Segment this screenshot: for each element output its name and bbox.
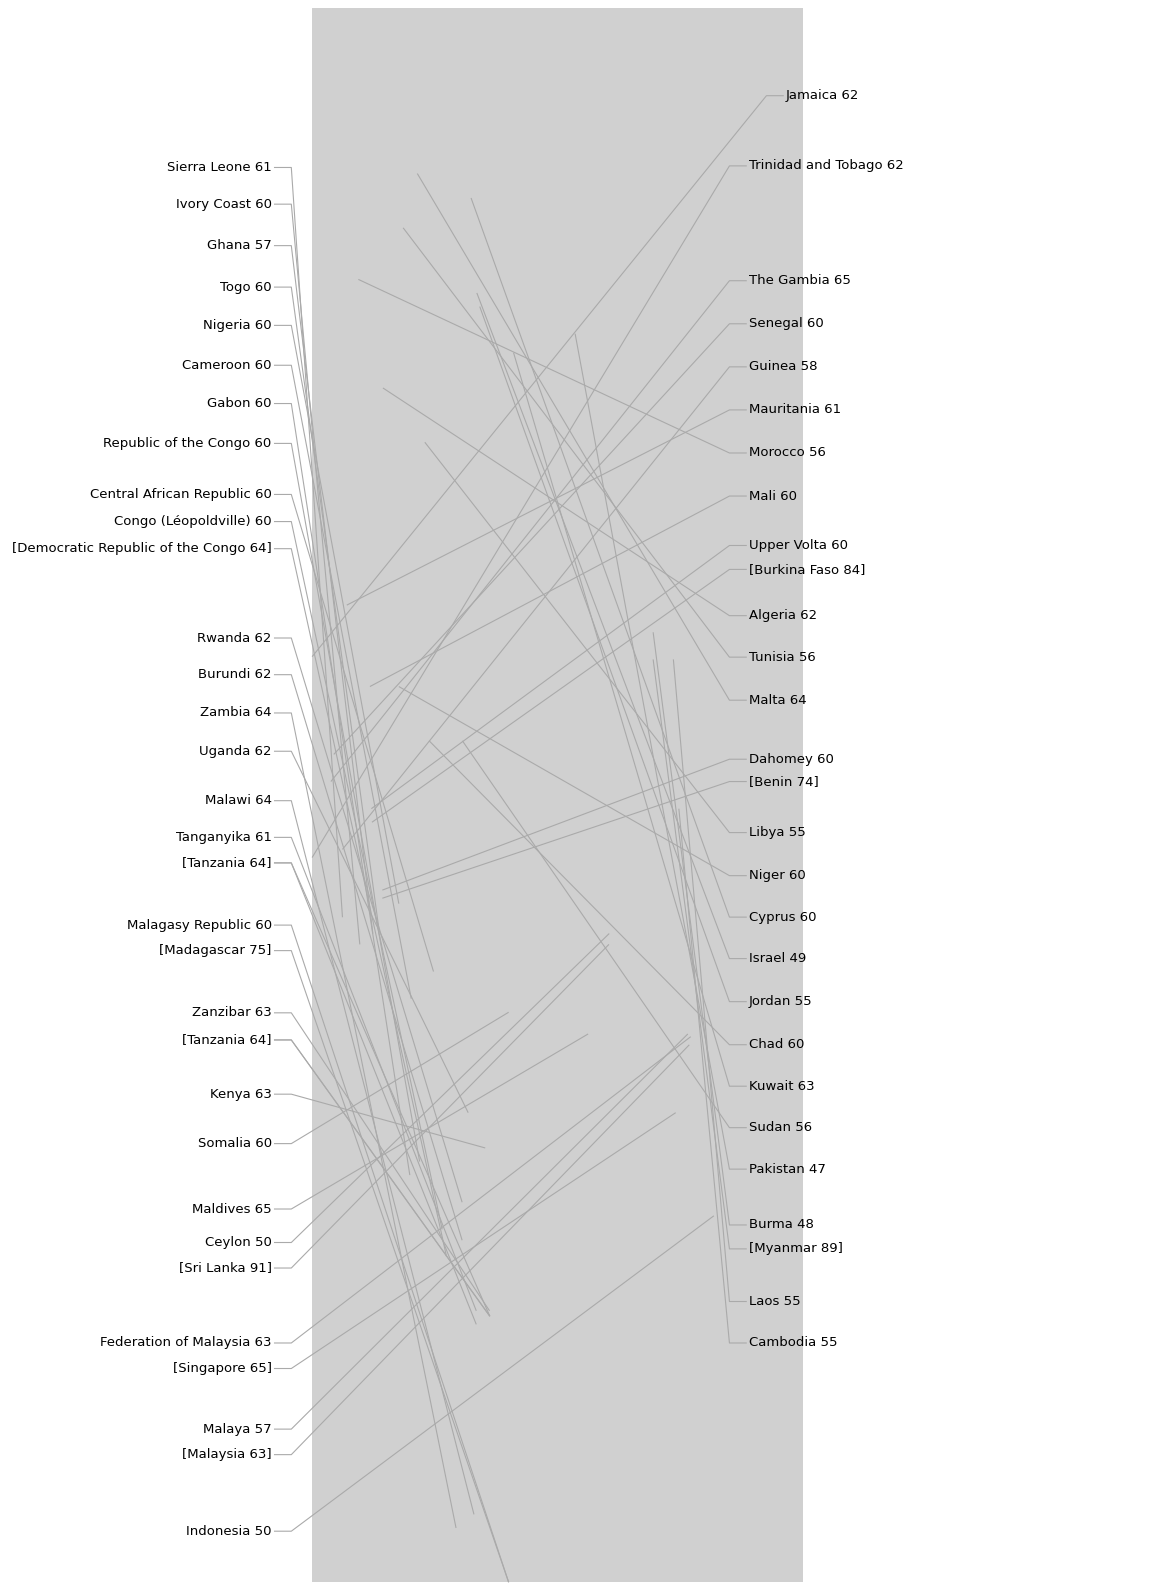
Text: [Democratic Republic of the Congo 64]: [Democratic Republic of the Congo 64] <box>12 542 272 555</box>
Text: Senegal 60: Senegal 60 <box>749 317 824 330</box>
Text: Kuwait 63: Kuwait 63 <box>749 1080 815 1093</box>
Text: Kenya 63: Kenya 63 <box>209 1088 272 1101</box>
Text: [Myanmar 89]: [Myanmar 89] <box>749 1243 843 1255</box>
Text: Dahomey 60: Dahomey 60 <box>749 753 833 766</box>
Text: Congo (Léopoldville) 60: Congo (Léopoldville) 60 <box>114 515 272 528</box>
Text: Cambodia 55: Cambodia 55 <box>749 1337 838 1349</box>
Text: [Sri Lanka 91]: [Sri Lanka 91] <box>179 1262 272 1274</box>
Text: Tanganyika 61: Tanganyika 61 <box>176 831 272 844</box>
Text: Chad 60: Chad 60 <box>749 1038 805 1051</box>
Text: Republic of the Congo 60: Republic of the Congo 60 <box>103 437 272 450</box>
Text: Trinidad and Tobago 62: Trinidad and Tobago 62 <box>749 160 904 172</box>
Text: Ivory Coast 60: Ivory Coast 60 <box>176 198 272 211</box>
Text: Malta 64: Malta 64 <box>749 694 807 707</box>
Text: Israel 49: Israel 49 <box>749 952 807 965</box>
Text: Gabon 60: Gabon 60 <box>207 397 272 410</box>
Text: Burma 48: Burma 48 <box>749 1219 814 1231</box>
Text: Sierra Leone 61: Sierra Leone 61 <box>166 161 272 174</box>
Text: [Singapore 65]: [Singapore 65] <box>172 1362 272 1375</box>
Text: Cyprus 60: Cyprus 60 <box>749 911 816 924</box>
Text: Malagasy Republic 60: Malagasy Republic 60 <box>126 919 272 931</box>
Text: Cameroon 60: Cameroon 60 <box>183 359 272 372</box>
Text: Niger 60: Niger 60 <box>749 869 806 882</box>
Text: Jamaica 62: Jamaica 62 <box>786 89 859 102</box>
Text: Ceylon 50: Ceylon 50 <box>205 1236 272 1249</box>
Text: [Benin 74]: [Benin 74] <box>749 775 818 788</box>
Text: Jordan 55: Jordan 55 <box>749 995 813 1008</box>
Text: Burundi 62: Burundi 62 <box>198 668 272 681</box>
Text: [Madagascar 75]: [Madagascar 75] <box>160 944 272 957</box>
Text: Tunisia 56: Tunisia 56 <box>749 651 816 664</box>
Text: Federation of Malaysia 63: Federation of Malaysia 63 <box>101 1337 272 1349</box>
Text: Rwanda 62: Rwanda 62 <box>198 632 272 644</box>
Text: Pakistan 47: Pakistan 47 <box>749 1163 827 1176</box>
Text: Malawi 64: Malawi 64 <box>205 794 272 807</box>
Text: Laos 55: Laos 55 <box>749 1295 801 1308</box>
Text: Somalia 60: Somalia 60 <box>198 1137 272 1150</box>
Text: Sudan 56: Sudan 56 <box>749 1121 813 1134</box>
Text: Togo 60: Togo 60 <box>220 281 272 293</box>
Text: Guinea 58: Guinea 58 <box>749 360 817 373</box>
Text: Mauritania 61: Mauritania 61 <box>749 404 842 416</box>
Text: Ghana 57: Ghana 57 <box>207 239 272 252</box>
Text: Maldives 65: Maldives 65 <box>192 1203 272 1215</box>
Text: Libya 55: Libya 55 <box>749 826 806 839</box>
Text: [Burkina Faso 84]: [Burkina Faso 84] <box>749 563 866 576</box>
Text: Upper Volta 60: Upper Volta 60 <box>749 539 849 552</box>
Text: Zambia 64: Zambia 64 <box>200 707 272 719</box>
Text: Uganda 62: Uganda 62 <box>199 745 272 758</box>
Text: Mali 60: Mali 60 <box>749 490 798 502</box>
Text: Morocco 56: Morocco 56 <box>749 447 827 459</box>
Text: Nigeria 60: Nigeria 60 <box>203 319 272 332</box>
Text: Malaya 57: Malaya 57 <box>203 1423 272 1436</box>
Text: [Tanzania 64]: [Tanzania 64] <box>183 857 272 869</box>
Text: [Malaysia 63]: [Malaysia 63] <box>181 1448 272 1461</box>
Text: Zanzibar 63: Zanzibar 63 <box>192 1006 272 1019</box>
Text: Central African Republic 60: Central African Republic 60 <box>90 488 272 501</box>
Text: [Tanzania 64]: [Tanzania 64] <box>183 1034 272 1046</box>
Text: Indonesia 50: Indonesia 50 <box>186 1525 272 1538</box>
Text: Algeria 62: Algeria 62 <box>749 609 817 622</box>
Text: The Gambia 65: The Gambia 65 <box>749 274 851 287</box>
